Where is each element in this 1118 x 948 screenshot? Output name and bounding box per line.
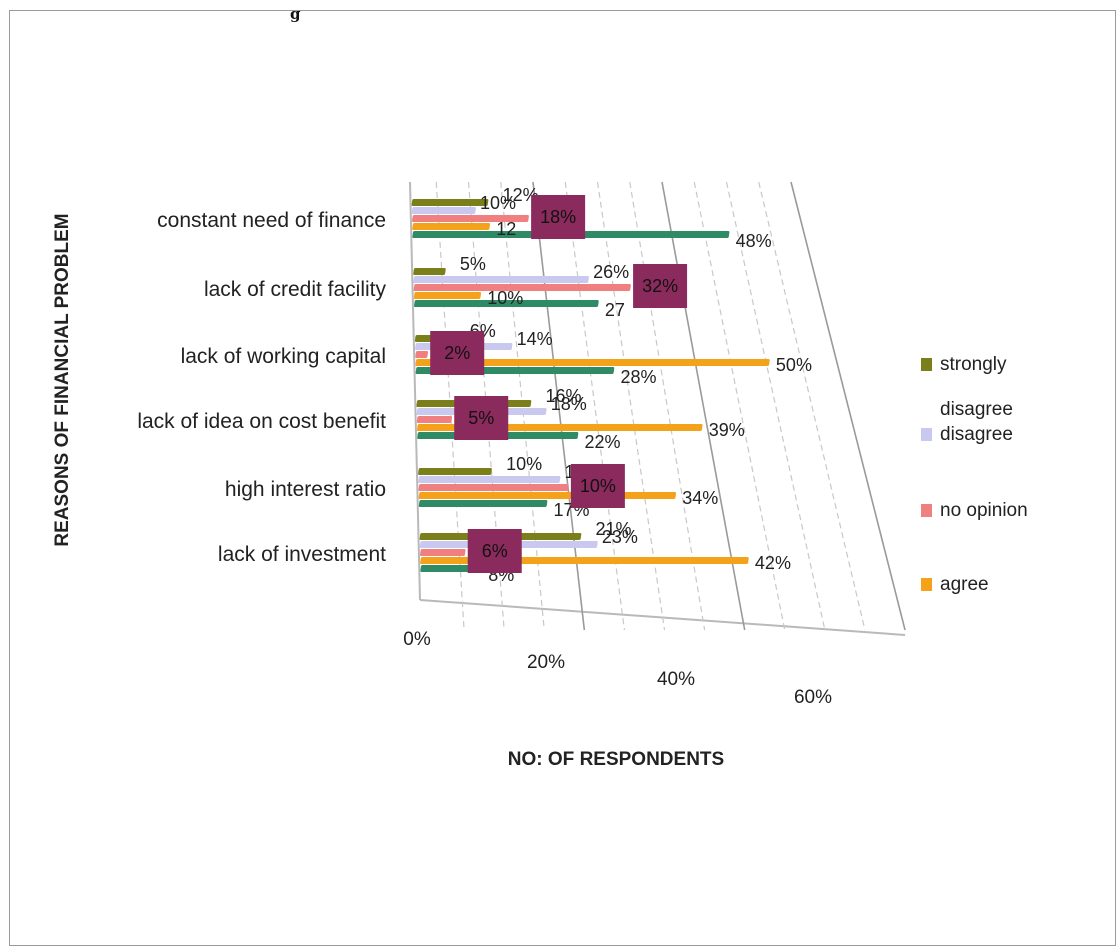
legend-label-strongly-disagree-line2: disagree xyxy=(940,399,1013,420)
bar-lack-of-investment-series-4 xyxy=(420,565,483,572)
legend: strongly disagree disagree no opinion agree xyxy=(921,354,1028,595)
legend-swatch-no-opinion xyxy=(921,504,932,517)
data-label: 39% xyxy=(709,420,745,440)
bar-high-interest-ratio-series-2 xyxy=(418,484,569,491)
bar-high-interest-ratio-series-0 xyxy=(418,468,492,475)
gridline xyxy=(758,181,866,631)
data-label: 12% xyxy=(503,185,539,205)
category-labels: constant need of finance lack of credit f… xyxy=(137,209,386,566)
bar-lack-of-credit-facility-series-2 xyxy=(413,284,631,291)
gridline xyxy=(790,181,906,631)
bar-lack-of-idea-on-cost-benefit-series-2 xyxy=(416,416,453,423)
data-label: 5% xyxy=(460,254,486,274)
data-label: 28% xyxy=(620,367,656,387)
y-axis-title: REASONS OF FINANCIAL PROBLEM xyxy=(52,213,73,546)
x-tick-labels: 0% 20% 40% 60% xyxy=(403,629,832,708)
gridline xyxy=(596,181,666,631)
bar-lack-of-working-capital-series-2 xyxy=(415,351,429,358)
gridline xyxy=(532,181,586,631)
x-tick-label: 40% xyxy=(657,669,695,690)
data-label: 10% xyxy=(580,476,616,496)
legend-swatch-agree xyxy=(921,578,932,591)
axis-wall-left xyxy=(409,181,421,601)
gridline xyxy=(629,181,706,631)
data-label-box xyxy=(531,195,586,239)
category-label-lack-of-credit-facility: lack of credit facility xyxy=(204,278,387,301)
data-label: 12 xyxy=(496,219,516,239)
x-tick-label: 0% xyxy=(403,629,431,650)
gridline xyxy=(661,181,746,631)
category-label-constant-need-of-finance: constant need of finance xyxy=(157,209,386,232)
bar-lack-of-investment-series-2 xyxy=(419,549,466,556)
data-label: 14% xyxy=(517,329,553,349)
x-tick-label: 60% xyxy=(794,687,832,708)
bar-constant-need-of-finance-series-0 xyxy=(411,199,489,206)
category-label-high-interest-ratio: high interest ratio xyxy=(225,478,386,501)
bar-lack-of-working-capital-series-3 xyxy=(415,359,770,366)
data-label: 50% xyxy=(776,355,812,375)
gridline xyxy=(725,181,826,631)
legend-swatch-strongly-disagree xyxy=(921,358,932,371)
category-label-lack-of-investment: lack of investment xyxy=(218,543,386,566)
legend-label-no-opinion: no opinion xyxy=(940,500,1028,521)
data-label: 18% xyxy=(551,394,587,414)
data-label: 6% xyxy=(482,541,508,561)
bar-high-interest-ratio-series-3 xyxy=(418,492,677,499)
bar-constant-need-of-finance-series-3 xyxy=(412,223,491,230)
bar-constant-need-of-finance-series-1 xyxy=(411,207,476,214)
data-label: 22% xyxy=(585,432,621,452)
data-label: 16% xyxy=(545,386,581,406)
bar-lack-of-credit-facility-series-1 xyxy=(413,276,589,283)
legend-label-agree: agree xyxy=(940,574,989,595)
data-label-box xyxy=(430,331,485,375)
data-label-box xyxy=(454,396,509,440)
x-axis-title: NO: OF RESPONDENTS xyxy=(508,749,724,770)
data-label-box xyxy=(467,529,522,573)
data-label: 10% xyxy=(480,193,516,213)
data-label-box xyxy=(570,464,625,508)
data-label: 42% xyxy=(755,553,791,573)
legend-label-disagree: disagree xyxy=(940,424,1013,445)
data-label-box xyxy=(633,264,688,308)
bar-lack-of-credit-facility-series-4 xyxy=(414,300,599,307)
data-label: 10% xyxy=(506,454,542,474)
bar-lack-of-credit-facility-series-0 xyxy=(413,268,446,275)
data-label: 5% xyxy=(468,408,494,428)
gridline xyxy=(693,181,786,631)
gridline xyxy=(564,181,626,631)
x-tick-label: 20% xyxy=(527,652,565,673)
bar-high-interest-ratio-series-4 xyxy=(418,500,548,507)
data-label: 2% xyxy=(444,343,470,363)
top-heading: g xyxy=(290,5,301,23)
grid-layer xyxy=(409,181,906,636)
data-label: 27 xyxy=(605,300,625,320)
data-label: 34% xyxy=(682,488,718,508)
legend-swatch-disagree xyxy=(921,428,932,441)
category-label-lack-of-idea-on-cost-benefit: lack of idea on cost benefit xyxy=(137,410,386,433)
data-label: 21% xyxy=(595,519,631,539)
data-label: 10% xyxy=(487,288,523,308)
data-label: 18% xyxy=(540,207,576,227)
data-label: 48% xyxy=(736,231,772,251)
data-label: 23% xyxy=(602,527,638,547)
data-label: 32% xyxy=(642,276,678,296)
data-label: 26% xyxy=(593,262,629,282)
labels-layer: 12%5%6%16%10%21%10%26%14%18%19%23%1210%5… xyxy=(430,185,812,585)
chart-frame: g xyxy=(9,5,1116,946)
legend-label-strongly-disagree: strongly xyxy=(940,354,1007,375)
bar-constant-need-of-finance-series-2 xyxy=(412,215,529,222)
bar-lack-of-credit-facility-series-3 xyxy=(413,292,482,299)
category-label-lack-of-working-capital: lack of working capital xyxy=(181,345,386,368)
bar-high-interest-ratio-series-1 xyxy=(418,476,561,483)
